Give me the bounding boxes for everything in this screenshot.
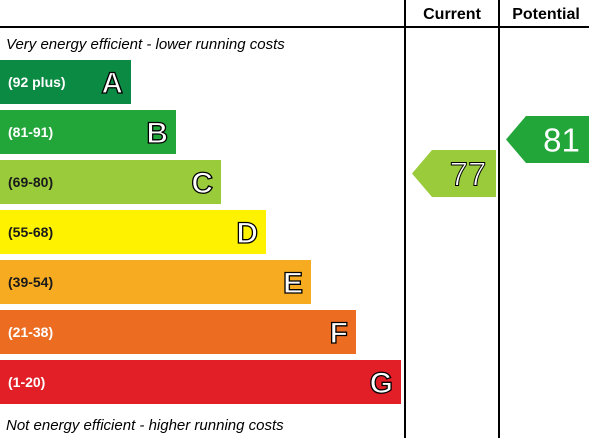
band-bar-g — [0, 360, 401, 404]
rating-markers: 77 81 — [412, 116, 589, 197]
efficiency-caption-bottom: Not energy efficient - higher running co… — [6, 417, 284, 434]
band-bar-a — [0, 60, 131, 104]
band-range-label-a: (92 plus) — [8, 74, 66, 90]
band-bar-c — [0, 160, 221, 204]
band-letter-f: F — [330, 317, 348, 350]
potential-column-header: Potential — [512, 6, 580, 23]
band-letter-g: G — [370, 367, 393, 400]
potential-rating-arrow — [506, 116, 589, 163]
band-bar-e — [0, 260, 311, 304]
band-letter-a: A — [101, 67, 123, 100]
current-column-header: Current — [423, 6, 481, 23]
band-range-label-c: (69-80) — [8, 174, 53, 190]
band-range-label-f: (21-38) — [8, 324, 53, 340]
band-letter-b: B — [146, 117, 168, 150]
band-bar-d — [0, 210, 266, 254]
efficiency-caption-top: Very energy efficient - lower running co… — [6, 36, 285, 53]
band-range-label-g: (1-20) — [8, 374, 45, 390]
rating-bands: (92 plus) A (81-91) B (69-80) C (55-68) D (39-54… — [0, 60, 401, 404]
band-letter-e: E — [283, 267, 303, 300]
band-range-label-d: (55-68) — [8, 224, 53, 240]
band-bar-b — [0, 110, 176, 154]
band-range-label-e: (39-54) — [8, 274, 53, 290]
potential-rating-value: 81 — [543, 122, 580, 159]
current-rating-arrow — [412, 150, 496, 197]
band-letter-d: D — [236, 217, 258, 250]
band-letter-c: C — [191, 167, 213, 200]
band-bar-f — [0, 310, 356, 354]
band-range-label-b: (81-91) — [8, 124, 53, 140]
current-rating-value: 77 — [450, 156, 487, 193]
